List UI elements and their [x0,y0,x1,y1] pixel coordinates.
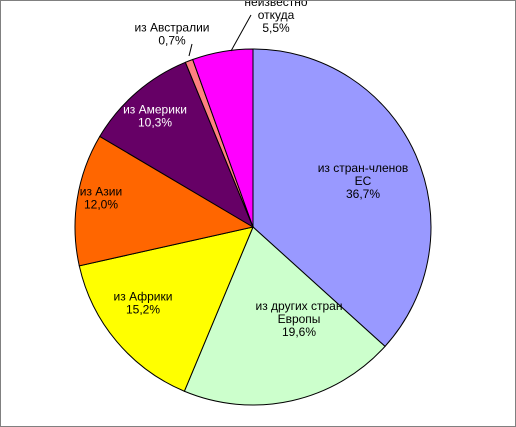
pie-slice-0 [252,48,432,348]
slice-percent-6: 5,5% [262,21,290,35]
slice-name-line-0-1: ЕС [355,174,372,188]
pie-slice-6 [192,48,254,228]
slice-percent-4: 10,3% [138,116,172,130]
slice-label-0: из стран-членов ЕС 36,7% [318,161,409,201]
slice-label-6: неизвестно откуда 5,5% [244,1,308,35]
slice-percent-5: 0,7% [158,34,186,48]
slice-name-line-1-0: из других стран [256,299,343,313]
slice-name-line-6-1: откуда [258,8,295,22]
slice-percent-0: 36,7% [346,187,380,201]
slice-name-line-4-0: из Америки [123,103,187,117]
slice-label-2: из Африки 15,2% [114,290,173,317]
pie-slice-2 [78,226,254,392]
slice-name-line-3-0: из Азии [80,185,122,199]
slice-name-line-6-0: неизвестно [244,1,308,9]
slice-label-4: из Америки 10,3% [123,103,187,130]
slice-name-line-1-1: Европы [278,312,321,326]
slice-label-1: из других стран Европы 19,6% [256,299,343,339]
leader-line-5 [188,43,193,57]
slice-name-line-5-0: из Австралии [134,21,209,35]
slice-name-line-0-0: из стран-членов [318,161,409,175]
slice-label-3: из Азии 12,0% [80,185,122,212]
slice-percent-1: 19,6% [282,325,316,339]
slice-name-line-2-0: из Африки [114,290,173,304]
slice-percent-3: 12,0% [84,198,118,212]
slice-label-5: из Австралии 0,7% [134,21,209,48]
pie-slice-3 [74,135,255,267]
leader-line-6 [230,14,252,52]
pie-slice-4 [99,61,255,229]
slice-percent-2: 15,2% [126,303,160,317]
